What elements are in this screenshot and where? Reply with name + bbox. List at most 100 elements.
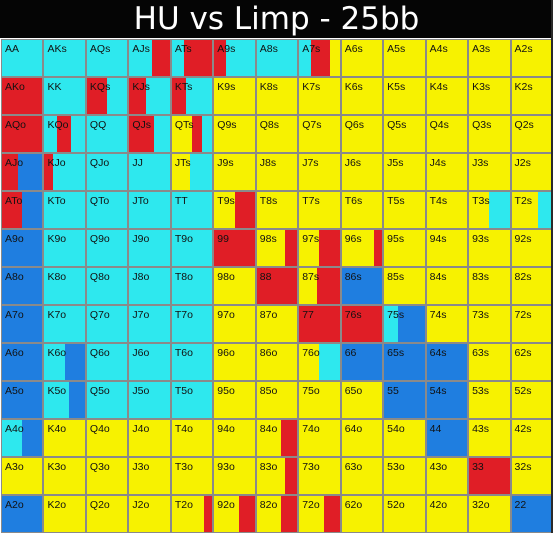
hand-cell-65s: 65s (383, 343, 426, 381)
hand-cell-Q6o: Q6o (85, 343, 129, 381)
strategy-segment (285, 458, 298, 494)
strategy-segment (384, 458, 425, 494)
strategy-segment (44, 268, 85, 304)
strategy-segment (384, 78, 425, 114)
hand-cell-62s: 62s (510, 343, 553, 381)
hand-cell-A2o: A2o (1, 495, 44, 533)
strategy-segment (537, 192, 552, 228)
strategy-segment (44, 496, 85, 532)
strategy-segment (317, 268, 340, 304)
strategy-segment (469, 344, 510, 380)
hand-cell-98s: 98s (255, 229, 299, 267)
strategy-segment (426, 230, 468, 266)
strategy-segment (256, 230, 286, 266)
hand-label: AJo (5, 157, 24, 169)
strategy-segment (171, 458, 213, 494)
hand-cell-Q7o: Q7o (85, 305, 129, 343)
hand-cell-Q9s: Q9s (213, 115, 256, 153)
hand-cell-76s: 76s (340, 305, 384, 343)
hand-label: 76o (302, 347, 320, 359)
strategy-segment (171, 192, 213, 228)
hand-cell-AQo: AQo (1, 115, 44, 153)
hand-label: 97s (302, 233, 320, 245)
hand-label: 42o (429, 499, 448, 511)
hand-cell-87s: 87s (298, 267, 341, 305)
strategy-segment (256, 192, 298, 228)
hand-cell-42o: 42o (425, 495, 469, 533)
strategy-segment (341, 344, 383, 380)
strategy-segment (44, 420, 85, 456)
strategy-segment (2, 496, 43, 532)
hand-label: 85s (387, 271, 405, 283)
hand-label: J7s (302, 157, 319, 169)
strategy-segment (2, 116, 43, 152)
strategy-segment (186, 78, 213, 114)
hand-cell-ATo: ATo (1, 191, 44, 229)
strategy-segment (299, 420, 340, 456)
hand-cell-Q9o: Q9o (85, 229, 129, 267)
hand-label: 63o (344, 461, 363, 473)
strategy-segment (129, 116, 154, 152)
hand-cell-A2s: A2s (510, 39, 553, 77)
strategy-segment (384, 116, 425, 152)
hand-cell-AKs: AKs (43, 39, 86, 77)
strategy-segment (299, 40, 312, 76)
strategy-segment (469, 496, 510, 532)
strategy-segment (511, 306, 552, 342)
hand-label: 94s (429, 233, 447, 245)
hand-cell-J9o: J9o (128, 229, 171, 267)
strategy-segment (22, 420, 43, 456)
hand-cell-QTs: QTs (170, 115, 214, 153)
strategy-segment (384, 420, 425, 456)
hand-label: 98o (217, 271, 235, 283)
strategy-segment (171, 382, 213, 418)
hand-cell-63o: 63o (340, 457, 384, 495)
hand-label: A5s (387, 43, 406, 55)
strategy-segment (86, 420, 128, 456)
strategy-segment (281, 496, 298, 532)
hand-label: J4s (429, 157, 446, 169)
strategy-segment (129, 78, 146, 114)
strategy-segment (323, 496, 340, 532)
strategy-segment (511, 420, 552, 456)
strategy-segment (226, 40, 255, 76)
strategy-segment (2, 306, 43, 342)
strategy-segment (426, 192, 468, 228)
strategy-segment (426, 420, 468, 456)
strategy-segment (285, 230, 298, 266)
strategy-segment (151, 40, 170, 76)
hand-cell-T4s: T4s (425, 191, 469, 229)
hand-label: 96o (217, 347, 235, 359)
hand-label: 73s (472, 309, 489, 321)
hand-cell-82o: 82o (255, 495, 299, 533)
hand-label: 88 (259, 271, 272, 283)
hand-cell-T6s: T6s (340, 191, 384, 229)
strategy-segment (398, 306, 425, 342)
strategy-segment (234, 192, 255, 228)
strategy-segment (469, 192, 490, 228)
hand-cell-T7o: T7o (170, 305, 214, 343)
hand-cell-ATs: ATs (170, 39, 214, 77)
hand-cell-KQo: KQo (43, 115, 86, 153)
strategy-segment (214, 192, 235, 228)
strategy-segment (469, 420, 510, 456)
strategy-segment (469, 116, 510, 152)
hand-label: 72o (302, 499, 320, 511)
strategy-segment (256, 154, 298, 190)
strategy-segment (341, 230, 375, 266)
strategy-segment (384, 268, 425, 304)
strategy-segment (256, 78, 298, 114)
hand-label: K9s (217, 81, 236, 93)
strategy-segment (341, 154, 383, 190)
hand-label: 93o (217, 461, 235, 473)
hand-label: QTo (89, 195, 110, 207)
strategy-segment (86, 382, 128, 418)
hand-cell-A5s: A5s (383, 39, 426, 77)
hand-cell-84o: 84o (255, 419, 299, 457)
strategy-segment (86, 154, 128, 190)
hand-label: K7s (302, 81, 321, 93)
hand-cell-T2o: T2o (170, 495, 214, 533)
strategy-segment (129, 420, 170, 456)
hand-cell-86o: 86o (255, 343, 299, 381)
hand-label: AKs (47, 43, 67, 55)
